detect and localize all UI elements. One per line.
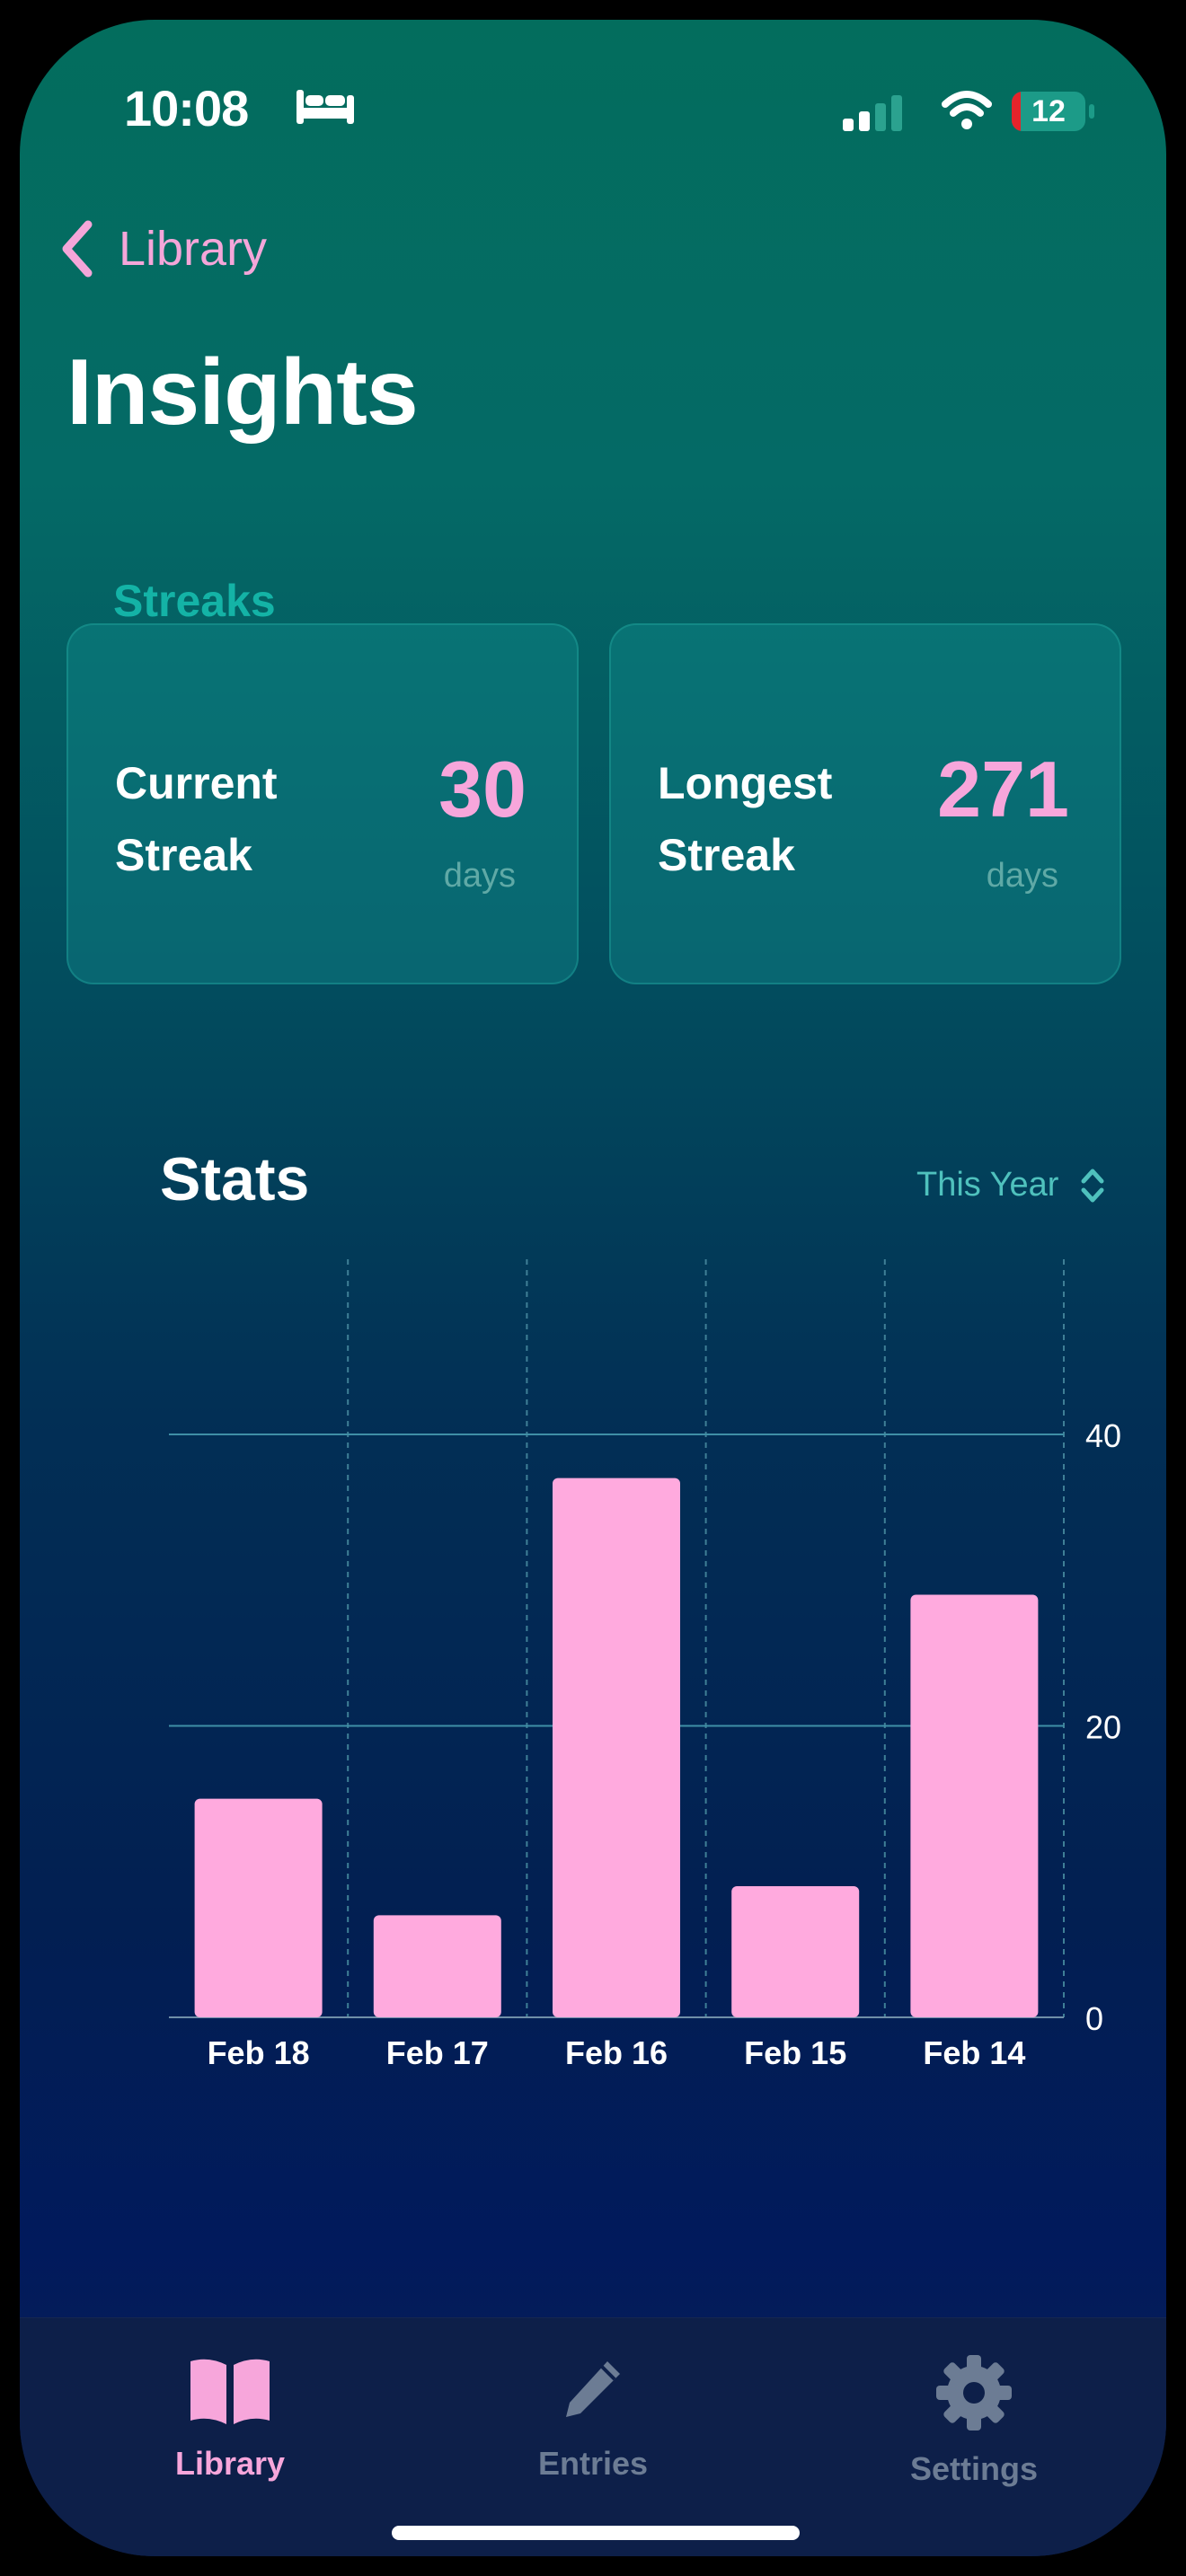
- current-streak-unit: days: [443, 857, 516, 895]
- x-tick-label: Feb 18: [208, 2034, 310, 2071]
- screen: 10:08 12 Library Insights Streaks Curren…: [20, 20, 1166, 2556]
- period-selector[interactable]: This Year: [916, 1166, 1105, 1204]
- longest-streak-card: Longest Streak 271 days: [609, 623, 1121, 984]
- current-streak-label-line1: Current: [115, 758, 278, 808]
- battery-level: 12: [1031, 94, 1066, 128]
- stats-title: Stats: [160, 1145, 310, 1213]
- bed-icon: [296, 90, 354, 124]
- tab-library[interactable]: Library: [104, 2354, 356, 2483]
- tab-library-label: Library: [174, 2445, 286, 2482]
- x-tick-label: Feb 16: [565, 2034, 668, 2071]
- battery-cap: [1089, 104, 1094, 119]
- stats-bar-chart: 0 20 40 Feb 18 Feb 17 Feb 16 Feb 15 Feb 14: [169, 1259, 1121, 2071]
- tab-settings[interactable]: Settings: [848, 2354, 1100, 2488]
- wifi-icon: [942, 91, 992, 129]
- current-streak-label: Current Streak: [115, 747, 331, 891]
- x-tick-label: Feb 14: [923, 2034, 1025, 2071]
- back-button[interactable]: Library: [59, 219, 267, 278]
- battery-indicator: 12: [1012, 92, 1085, 131]
- chevron-left-icon: [62, 220, 93, 278]
- home-indicator: [392, 2526, 800, 2540]
- tab-bar: Library Entries Settings: [20, 2317, 1166, 2556]
- longest-streak-value: 271: [937, 745, 1069, 834]
- tab-entries-label: Entries: [537, 2445, 649, 2482]
- longest-streak-unit: days: [986, 857, 1058, 895]
- y-tick-label: 40: [1085, 1417, 1121, 1454]
- y-tick-label: 0: [1085, 2000, 1103, 2037]
- x-tick-label: Feb 17: [386, 2034, 489, 2071]
- x-tick-label: Feb 15: [744, 2034, 846, 2071]
- longest-streak-label-line1: Longest: [658, 758, 833, 808]
- tab-settings-label: Settings: [909, 2450, 1038, 2487]
- longest-streak-label-line2: Streak: [658, 830, 795, 880]
- bar: [373, 1915, 501, 2017]
- current-streak-card: Current Streak 30 days: [66, 623, 579, 984]
- signal-icon: [843, 95, 902, 131]
- bar: [553, 1478, 680, 2017]
- bar: [910, 1594, 1039, 2017]
- book-icon: [190, 2359, 270, 2424]
- tab-entries[interactable]: Entries: [467, 2354, 719, 2483]
- chevron-up-down-icon: [1081, 1169, 1104, 1202]
- back-label: Library: [119, 222, 268, 276]
- period-label: This Year: [916, 1166, 1059, 1204]
- bar: [194, 1798, 323, 2017]
- y-tick-label: 20: [1085, 1709, 1121, 1746]
- longest-streak-label: Longest Streak: [658, 747, 873, 891]
- page-title: Insights: [66, 340, 419, 445]
- streaks-section-label: Streaks: [113, 576, 276, 626]
- current-streak-label-line2: Streak: [115, 830, 252, 880]
- pencil-icon: [566, 2361, 620, 2417]
- gear-icon: [936, 2355, 1012, 2430]
- current-streak-value: 30: [438, 745, 527, 834]
- status-time: 10:08: [124, 80, 249, 137]
- bar: [731, 1885, 860, 2017]
